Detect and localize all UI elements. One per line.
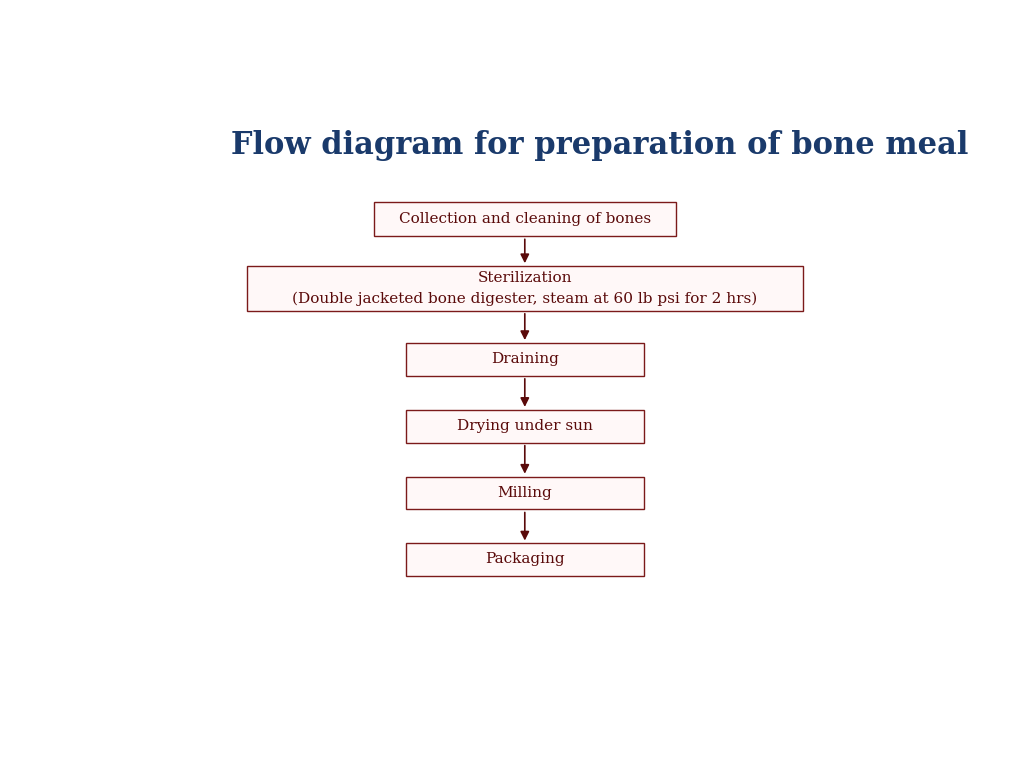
Text: Drying under sun: Drying under sun (457, 419, 593, 433)
Text: Draining: Draining (490, 353, 559, 366)
Text: Milling: Milling (498, 486, 552, 500)
FancyBboxPatch shape (374, 202, 676, 237)
Text: Packaging: Packaging (485, 552, 564, 566)
FancyBboxPatch shape (406, 410, 644, 442)
Text: Flow diagram for preparation of bone meal: Flow diagram for preparation of bone mea… (231, 130, 969, 161)
FancyBboxPatch shape (406, 543, 644, 575)
FancyBboxPatch shape (247, 266, 803, 311)
FancyBboxPatch shape (406, 477, 644, 509)
Text: Sterilization
(Double jacketed bone digester, steam at 60 lb psi for 2 hrs): Sterilization (Double jacketed bone dige… (292, 271, 758, 306)
FancyBboxPatch shape (406, 343, 644, 376)
Text: Collection and cleaning of bones: Collection and cleaning of bones (398, 212, 651, 227)
